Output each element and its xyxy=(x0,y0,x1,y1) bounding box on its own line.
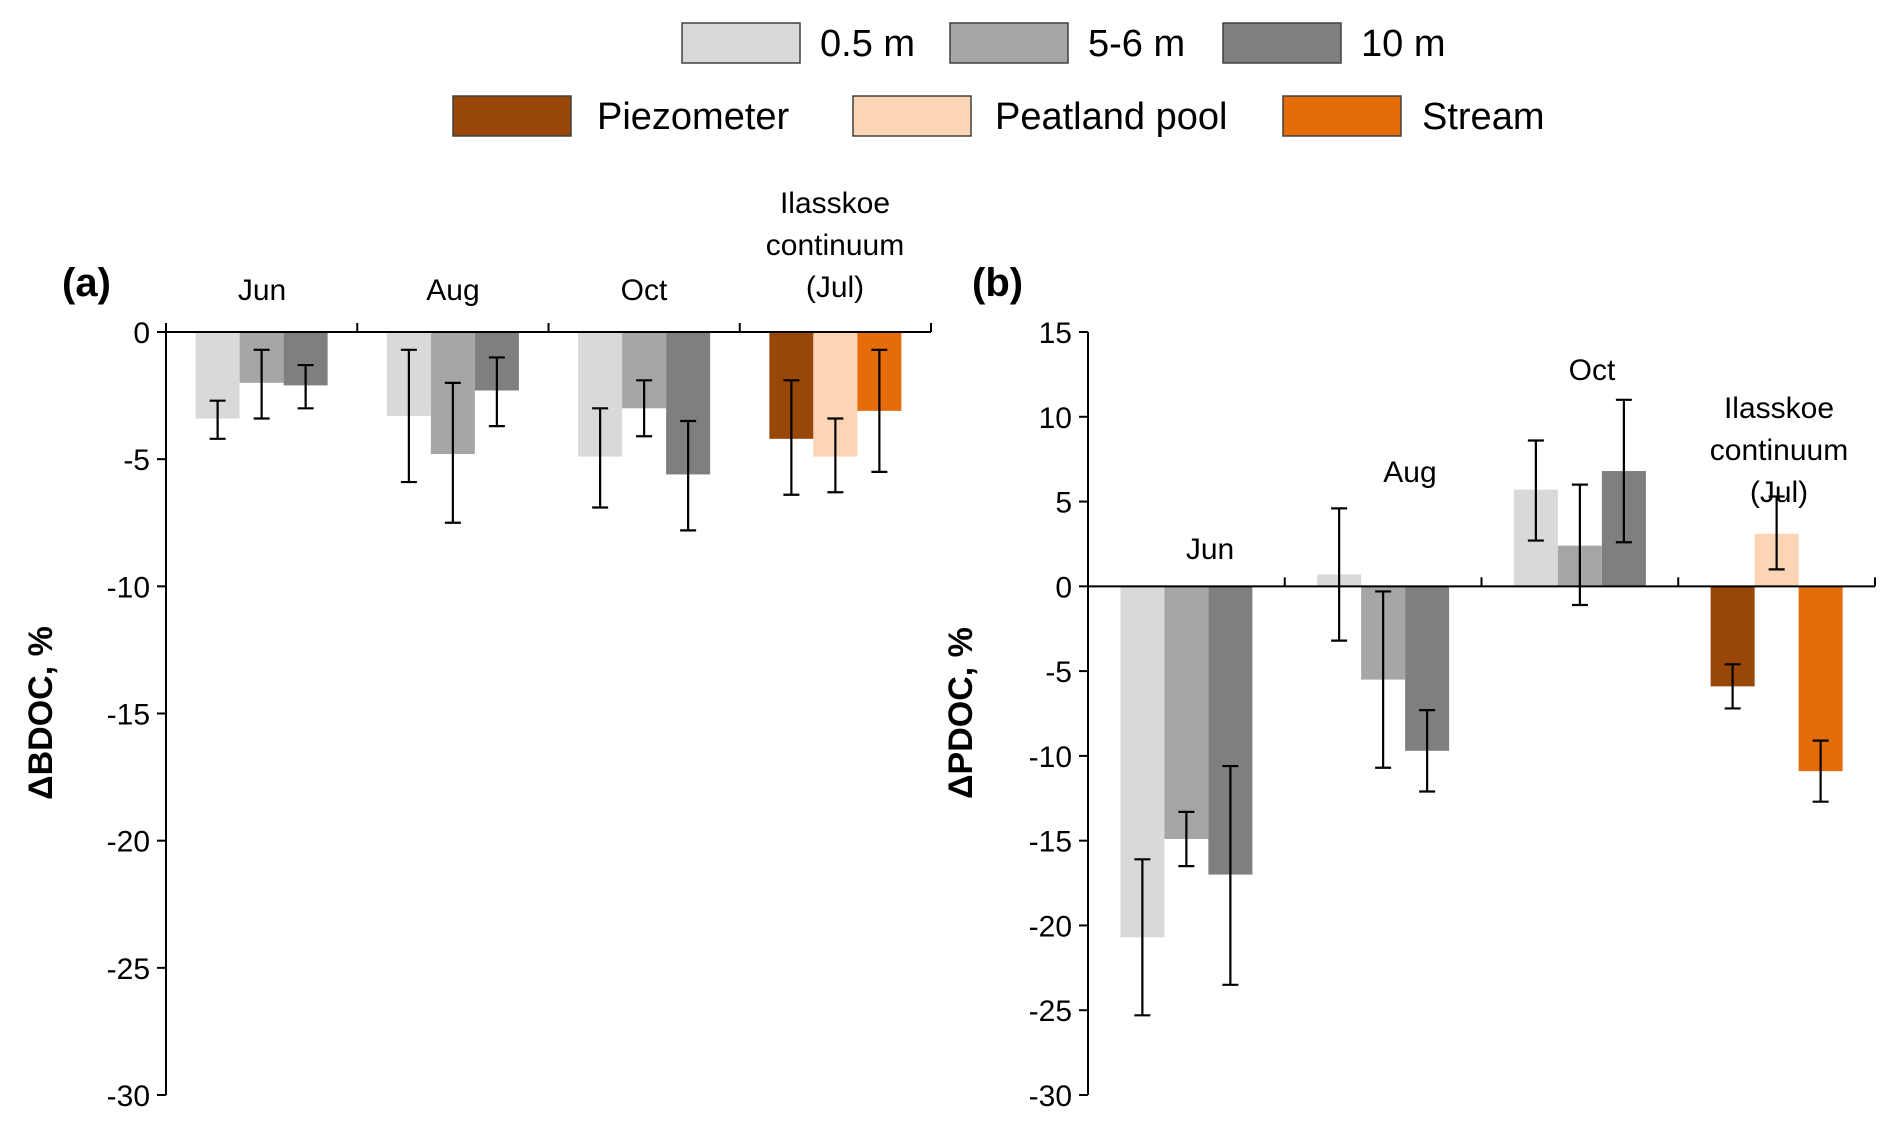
legend-label-d05: 0.5 m xyxy=(820,23,915,65)
y-tick-label-a: -15 xyxy=(107,699,150,732)
y-tick-label-a: -5 xyxy=(123,444,150,477)
y-tick-label-a: -25 xyxy=(107,953,150,986)
legend-label-d56: 5-6 m xyxy=(1088,23,1185,65)
y-tick-label-a: -30 xyxy=(107,1080,150,1113)
error-bar-a-g1-b0 xyxy=(400,348,417,484)
panel-label-a: (a) xyxy=(62,261,111,305)
y-tick-label-b: 5 xyxy=(1055,487,1072,520)
error-bar-b-g3-b0 xyxy=(1724,663,1741,710)
legend-label-pool: Peatland pool xyxy=(995,96,1227,138)
error-bar-b-g0-b0 xyxy=(1134,858,1151,1017)
error-bar-b-g1-b1 xyxy=(1375,590,1392,769)
error-bar-a-g2-b0 xyxy=(592,407,609,509)
panel-a: (a) ΔBDOC, % 0 -5 -10 -15 -20 -25 -30 Jun Aug Oct Il… xyxy=(22,187,932,1113)
legend-label-stream: Stream xyxy=(1422,96,1544,138)
group-label-b-3: Ilasskoe continuum (Jul) xyxy=(1710,392,1848,509)
error-bar-b-g1-b2 xyxy=(1419,709,1436,793)
error-bar-b-g2-b1 xyxy=(1571,483,1588,607)
y-axis-title-b: ΔPDOC, % xyxy=(942,627,980,799)
error-bar-a-g2-b2 xyxy=(680,419,697,532)
error-bar-b-g0-b2 xyxy=(1222,764,1239,986)
y-tick-label-b: 10 xyxy=(1039,402,1072,435)
error-bar-a-g3-b0 xyxy=(783,379,800,496)
y-axis-title-a: ΔBDOC, % xyxy=(22,626,60,800)
legend: 0.5 m 5-6 m 10 m Piezometer Peatland pool Str… xyxy=(452,22,1544,138)
error-bar-a-g3-b1 xyxy=(827,417,844,494)
group-label-a-3: Ilasskoe continuum (Jul) xyxy=(766,187,904,304)
legend-swatch-stream xyxy=(1282,95,1402,137)
group-label-b-2: Oct xyxy=(1569,354,1616,387)
legend-swatch-d05 xyxy=(681,22,801,64)
error-bar-b-g3-b1 xyxy=(1768,495,1785,571)
error-bar-a-g0-b1 xyxy=(253,348,270,420)
error-bar-a-g0-b2 xyxy=(297,363,314,410)
group-label-a-2: Oct xyxy=(621,274,668,307)
group-label-b-0: Jun xyxy=(1186,533,1234,566)
error-bar-b-g2-b0 xyxy=(1527,439,1544,542)
y-tick-label-a: -20 xyxy=(107,826,150,859)
y-tick-label-a: 0 xyxy=(133,317,150,350)
error-bar-a-g3-b2 xyxy=(871,348,888,473)
group-label-a-1: Aug xyxy=(426,274,479,307)
panel-b: (b) ΔPDOC, % 15 10 5 0 -5 -10 -15 -20 -25 -30 Jun Aug… xyxy=(942,261,1876,1113)
error-bar-a-g1-b2 xyxy=(488,356,505,428)
panel-label-b: (b) xyxy=(972,261,1023,305)
legend-label-piezo: Piezometer xyxy=(597,96,790,138)
error-bar-b-g3-b2 xyxy=(1812,739,1829,803)
error-bar-b-g2-b2 xyxy=(1615,398,1632,544)
y-tick-label-b: -10 xyxy=(1029,741,1072,774)
error-bar-b-g0-b1 xyxy=(1178,810,1195,868)
error-bar-b-g1-b0 xyxy=(1331,507,1348,642)
legend-swatch-d10 xyxy=(1222,22,1342,64)
group-label-b-1: Aug xyxy=(1383,456,1436,489)
error-bar-a-g2-b1 xyxy=(636,379,653,438)
y-tick-label-a: -10 xyxy=(107,571,150,604)
legend-swatch-d56 xyxy=(949,22,1069,64)
y-tick-label-b: -30 xyxy=(1029,1080,1072,1113)
y-tick-label-b: -25 xyxy=(1029,995,1072,1028)
legend-swatch-piezo xyxy=(452,95,572,137)
legend-swatch-pool xyxy=(852,95,972,137)
group-label-a-0: Jun xyxy=(238,274,286,307)
y-tick-label-b: -20 xyxy=(1029,910,1072,943)
bar-b-g0-5-6-m xyxy=(1164,586,1209,839)
y-tick-label-b: 15 xyxy=(1039,317,1072,350)
error-bar-a-g1-b1 xyxy=(444,381,461,524)
y-tick-label-b: 0 xyxy=(1055,571,1072,604)
y-tick-label-b: -5 xyxy=(1045,656,1072,689)
error-bar-a-g0-b0 xyxy=(209,399,226,440)
y-tick-label-b: -15 xyxy=(1029,826,1072,859)
legend-label-d10: 10 m xyxy=(1361,23,1445,65)
